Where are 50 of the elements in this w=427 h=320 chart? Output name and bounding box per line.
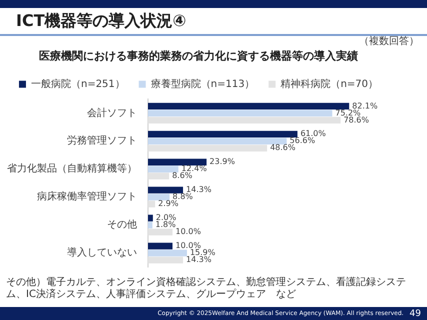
- data-label: 2.0%: [156, 213, 177, 222]
- data-label: 23.9%: [210, 157, 236, 166]
- y-tick-label: 労務管理ソフト: [67, 134, 137, 147]
- y-tick-label: その他: [107, 218, 137, 231]
- chart-subtitle: 医療機関における事務的業務の省力化に資する機器等の導入実績: [39, 49, 358, 62]
- legend-label: 療養型病院（n=113）: [150, 78, 255, 90]
- bar: [148, 242, 172, 250]
- data-label: 12.4%: [181, 164, 208, 174]
- data-label: 56.6%: [290, 136, 316, 146]
- data-label: 78.6%: [344, 115, 370, 124]
- y-tick-label: 導入していない: [67, 246, 137, 259]
- data-label: 1.8%: [155, 220, 176, 230]
- text: 49: [410, 308, 421, 318]
- bar: [148, 158, 207, 166]
- data-label: 2.9%: [158, 199, 179, 208]
- bar: [148, 110, 332, 117]
- data-label: 61.0%: [300, 129, 326, 138]
- y-tick-label: 会計ソフト: [87, 106, 137, 119]
- bar: [148, 102, 350, 110]
- y-tick-label: 省力化製品（自動精算機等）: [7, 162, 137, 175]
- bar: [148, 130, 298, 138]
- bar: [148, 250, 187, 256]
- data-label: 8.6%: [172, 171, 193, 180]
- data-label: 10.0%: [176, 241, 202, 250]
- data-label: 8.8%: [172, 192, 194, 202]
- text: （複数回答）: [358, 36, 420, 48]
- bar: [148, 138, 287, 144]
- bar: [148, 172, 170, 180]
- data-label: 82.1%: [352, 101, 378, 110]
- bar: [148, 200, 156, 208]
- bar: [148, 214, 153, 222]
- data-label: 14.3%: [186, 255, 212, 264]
- bar: [148, 194, 170, 200]
- y-tick-label: 病床稼働率管理ソフト: [37, 190, 137, 203]
- text: その他）電子カルテ、オンライン資格確認システム、勤怠管理システム、看護記録システム、IC決済システム、人事評価システム、グループウェア など: [5, 276, 407, 302]
- data-label: 14.3%: [186, 185, 212, 194]
- bar: [148, 256, 184, 264]
- bar: [148, 144, 268, 152]
- data-label: 48.6%: [270, 143, 296, 152]
- data-label: 10.0%: [176, 227, 202, 236]
- data-label: 75.2%: [335, 108, 362, 118]
- bar: [148, 228, 172, 236]
- bar: [148, 186, 184, 194]
- chart-title: ICT機器等の導入状況④: [0, 8, 427, 36]
- bar: [148, 166, 178, 172]
- bar: [148, 222, 152, 228]
- legend-label: 一般病院（n=251）: [30, 78, 125, 90]
- bar: [148, 116, 341, 124]
- legend-label: 精神科病院（n=70）: [280, 78, 378, 90]
- data-label: 15.9%: [190, 248, 216, 258]
